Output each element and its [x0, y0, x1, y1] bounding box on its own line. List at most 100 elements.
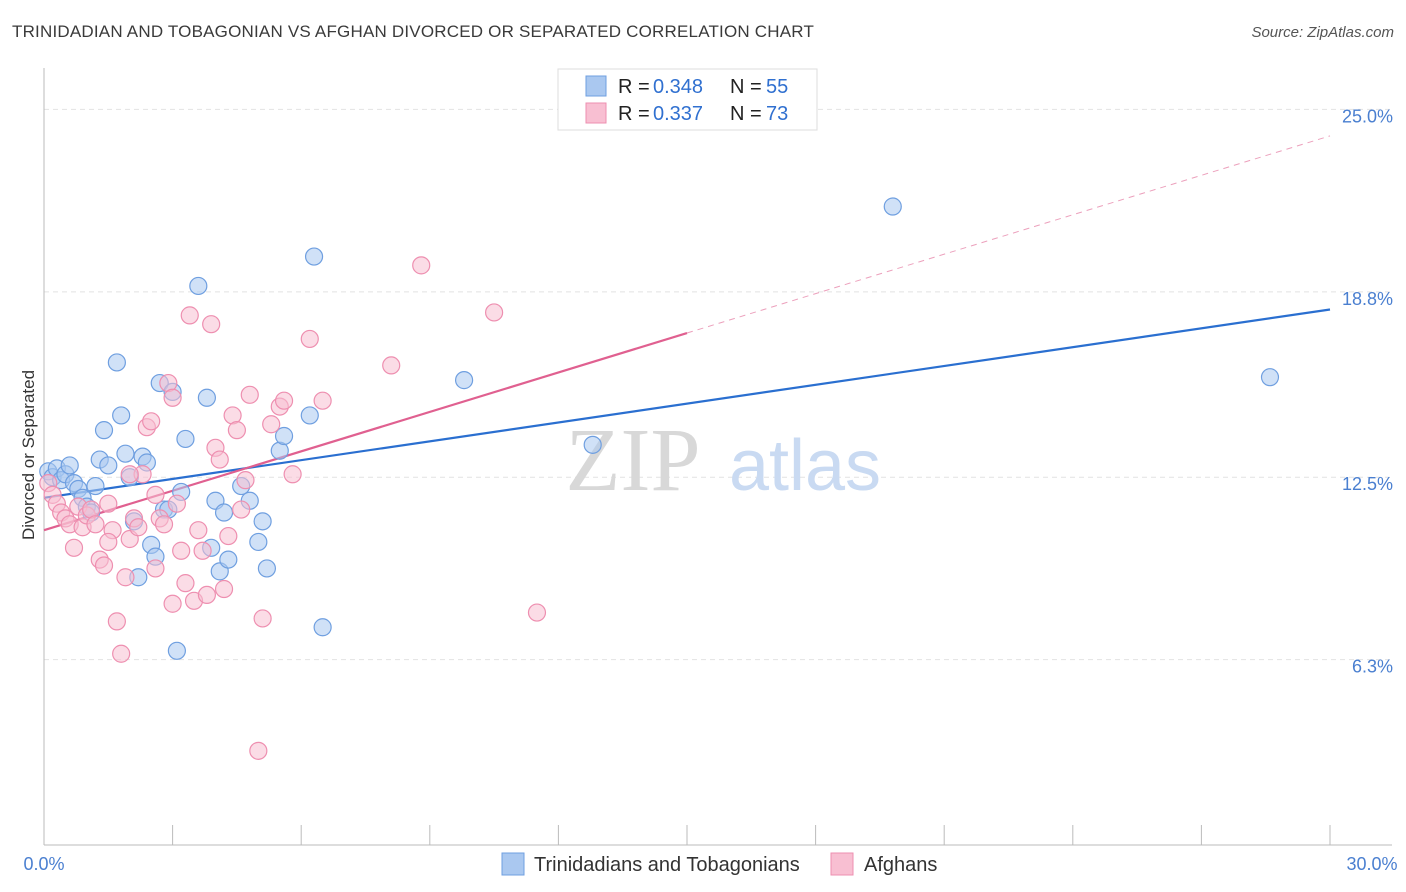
point-series-1-29 — [163, 388, 182, 407]
point-series-1-60 — [99, 532, 118, 552]
point-series-1-41 — [214, 579, 234, 599]
legend-swatch-blue — [585, 75, 607, 97]
point-series-0-32 — [189, 276, 208, 296]
point-series-0-29 — [167, 641, 186, 660]
point-series-1-16 — [107, 612, 126, 631]
legend-r-value-0: 0.348 — [653, 76, 703, 98]
point-series-0-38 — [219, 550, 238, 569]
point-series-1-42 — [219, 526, 238, 546]
point-series-0-45 — [274, 426, 294, 446]
point-series-1-62 — [146, 559, 165, 578]
point-series-1-37 — [197, 585, 216, 605]
point-series-1-24 — [142, 412, 161, 431]
bottom-legend-label-1: Afghans — [864, 854, 937, 876]
point-series-1-49 — [253, 609, 272, 628]
point-series-1-46 — [236, 471, 255, 490]
point-series-1-32 — [176, 574, 195, 593]
point-series-0-15 — [107, 353, 126, 372]
chart-title: TRINIDADIAN AND TOBAGONIAN VS AFGHAN DIV… — [12, 22, 815, 41]
point-series-1-55 — [313, 391, 332, 410]
bottom-legend-swatch-blue — [501, 852, 525, 876]
point-series-0-11 — [86, 476, 105, 496]
point-series-1-58 — [485, 303, 504, 322]
point-series-1-52 — [274, 391, 294, 410]
legend-r-value-1: 0.337 — [653, 103, 703, 125]
point-series-0-50 — [583, 435, 602, 454]
point-series-1-11 — [86, 515, 105, 534]
point-series-0-49 — [454, 371, 474, 390]
point-series-1-45 — [232, 500, 251, 519]
legend-n-label-1: N = — [730, 103, 762, 125]
legend-box: R = 0.348 N = 55 R = 0.337 N = 73 — [557, 68, 818, 131]
legend-n-label-0: N = — [730, 76, 762, 98]
trend-line-0 — [43, 308, 1331, 499]
point-series-0-41 — [249, 532, 268, 552]
point-series-1-38 — [202, 315, 221, 334]
bottom-legend-swatch-pink — [830, 852, 854, 876]
point-series-1-57 — [412, 256, 431, 275]
point-series-0-48 — [313, 618, 332, 637]
point-series-1-61 — [120, 465, 139, 484]
y-axis-label: Divorced or Separated — [19, 370, 38, 540]
x-tick-label-1: 30.0% — [1346, 854, 1397, 874]
point-series-1-56 — [382, 356, 401, 375]
grid-lines — [44, 108, 1392, 661]
point-series-1-30 — [167, 494, 186, 513]
point-series-0-5 — [60, 456, 79, 475]
point-series-0-52 — [1260, 368, 1280, 387]
point-series-1-33 — [180, 306, 199, 325]
point-series-0-37 — [214, 503, 234, 522]
legend-r-label-1: R = — [618, 103, 650, 125]
point-series-1-25 — [146, 485, 165, 504]
point-series-1-17 — [112, 644, 131, 663]
point-series-1-21 — [129, 518, 148, 537]
tick-labels: 6.3% 12.5% 18.8% 25.0% 0.0% 30.0% — [23, 106, 1397, 874]
point-series-0-13 — [94, 421, 114, 440]
point-series-0-14 — [99, 456, 118, 475]
point-series-1-50 — [262, 415, 281, 434]
bottom-legend-label-0: Trinidadians and Tobagonians — [534, 854, 800, 876]
point-series-1-63 — [163, 594, 182, 613]
axes — [43, 68, 1392, 846]
point-series-1-18 — [116, 568, 135, 587]
legend-r-label-0: R = — [618, 76, 650, 98]
source-label: Source: ZipAtlas.com — [1251, 24, 1394, 41]
point-series-1-14 — [99, 494, 118, 513]
watermark-atlas: atlas — [729, 426, 881, 506]
point-series-1-6 — [64, 538, 84, 557]
y-tick-label-3: 25.0% — [1342, 106, 1393, 126]
y-tick-label-0: 6.3% — [1352, 657, 1393, 677]
watermark-zip: ZIP — [566, 411, 701, 510]
point-series-0-51 — [883, 197, 902, 216]
point-series-1-40 — [210, 450, 229, 469]
point-series-1-54 — [300, 329, 319, 349]
bottom-legend: Trinidadians and Tobagonians Afghans — [501, 852, 937, 876]
point-series-1-53 — [283, 465, 302, 484]
point-series-0-47 — [304, 247, 324, 266]
y-tick-label-2: 18.8% — [1342, 289, 1393, 309]
y-tick-label-1: 12.5% — [1342, 474, 1393, 494]
point-series-0-43 — [257, 559, 277, 578]
legend-n-value-1: 73 — [766, 103, 788, 125]
point-series-0-17 — [116, 444, 135, 463]
point-series-1-59 — [527, 603, 547, 622]
point-series-1-13 — [94, 556, 114, 575]
data-points — [39, 197, 1280, 760]
point-series-1-48 — [249, 741, 268, 760]
point-series-1-44 — [227, 421, 246, 440]
point-series-0-16 — [112, 406, 131, 425]
x-tick-label-0: 0.0% — [23, 854, 64, 874]
point-series-1-27 — [154, 515, 174, 534]
point-series-1-47 — [240, 385, 259, 404]
point-series-1-36 — [193, 541, 212, 560]
legend-n-value-0: 55 — [766, 76, 788, 98]
point-series-0-46 — [300, 406, 319, 425]
point-series-1-31 — [172, 541, 191, 560]
trend-line-ext-1 — [686, 135, 1331, 334]
point-series-0-42 — [253, 512, 272, 531]
point-series-0-31 — [176, 429, 195, 449]
legend-swatch-pink — [585, 102, 607, 124]
point-series-0-33 — [197, 388, 216, 407]
point-series-1-35 — [189, 521, 208, 540]
